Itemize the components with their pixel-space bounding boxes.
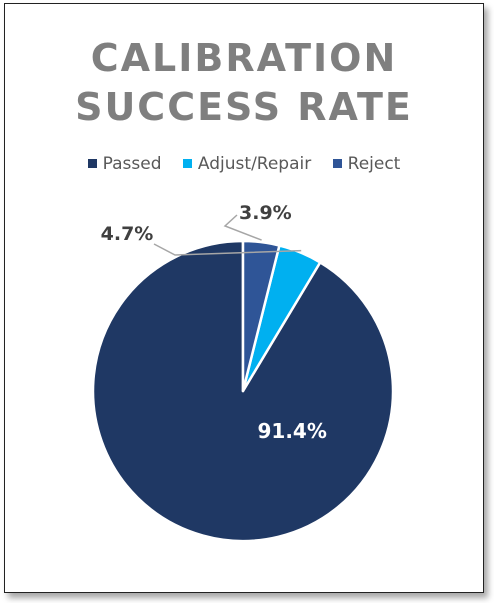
legend-label-reject: Reject: [347, 154, 401, 174]
pie-slice-reject: [241, 239, 281, 393]
data-label-reject: 3.9%: [239, 202, 292, 224]
pie-slice-passed: [91, 239, 395, 543]
legend-label-passed: Passed: [102, 154, 162, 174]
legend-swatch-reject: [332, 159, 342, 168]
data-label-passed: 91.4%: [258, 419, 327, 443]
chart-card: CALIBRATION SUCCESS RATE Passed Adjust/R…: [4, 3, 484, 593]
chart-title-line-1: CALIBRATION: [90, 36, 398, 80]
legend-item-passed: Passed: [87, 154, 162, 174]
legend-item-reject: Reject: [332, 154, 401, 174]
leader-line-reject: [223, 214, 262, 241]
chart-title-line-2: SUCCESS RATE: [75, 85, 413, 129]
pie-data-labels: 91.4% 4.7% 3.9%: [101, 202, 327, 443]
pie-chart: 91.4% 4.7% 3.9%: [91, 202, 395, 543]
chart-title: CALIBRATION SUCCESS RATE: [5, 34, 483, 132]
legend-label-adjust-repair: Adjust/Repair: [197, 154, 312, 174]
leader-line-adjust-repair: [153, 243, 302, 256]
pie-leader-lines: [153, 214, 302, 256]
legend-swatch-adjust-repair: [182, 159, 192, 168]
pie-slices: [91, 239, 395, 543]
chart-legend: Passed Adjust/Repair Reject: [5, 154, 483, 174]
legend-item-adjust-repair: Adjust/Repair: [182, 154, 312, 174]
legend-swatch-passed: [87, 159, 97, 168]
data-label-adjust-repair: 4.7%: [101, 223, 154, 245]
